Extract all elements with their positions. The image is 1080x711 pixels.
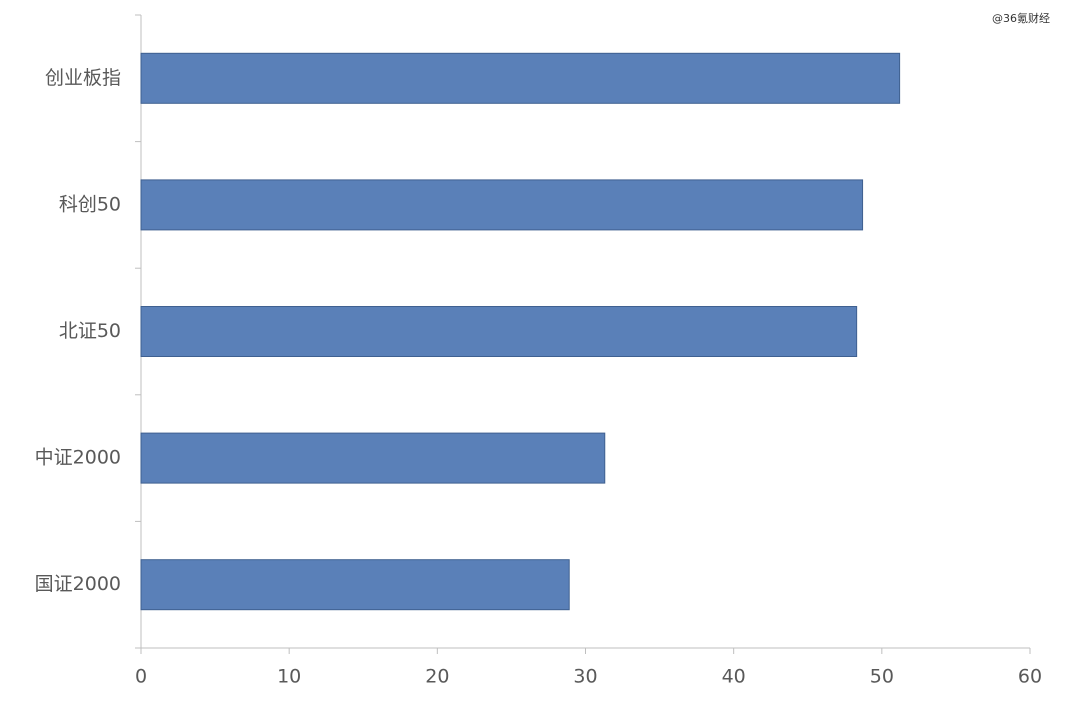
x-tick-label: 20 (425, 666, 449, 688)
y-tick-label: 北证50 (59, 320, 121, 342)
y-tick-label: 国证2000 (35, 573, 121, 595)
bar (140, 179, 864, 231)
y-tick-label: 中证2000 (35, 447, 121, 469)
y-tick-label: 创业板指 (45, 67, 121, 89)
bar (140, 306, 858, 357)
x-tick-label: 60 (1018, 666, 1042, 688)
x-tick-label: 40 (722, 666, 746, 688)
bar (140, 432, 606, 484)
y-tick-label: 科创50 (59, 193, 121, 215)
x-tick-label: 30 (573, 666, 597, 688)
bar (140, 559, 570, 611)
x-tick-label: 10 (277, 666, 301, 688)
watermark: @36氪财经 (992, 11, 1050, 25)
x-tick-label: 0 (135, 666, 147, 688)
x-tick-label: 50 (870, 666, 894, 688)
bar (140, 52, 901, 104)
